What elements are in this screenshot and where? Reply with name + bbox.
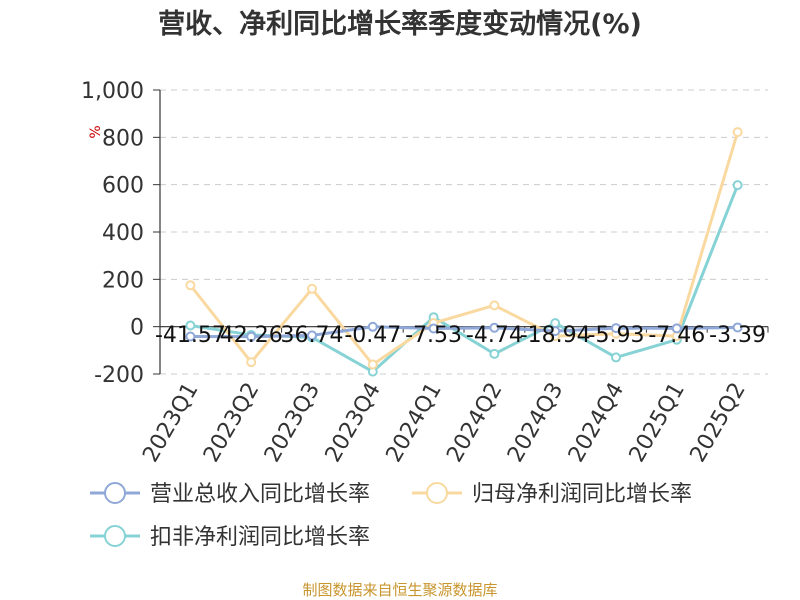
- chart-title: 营收、净利同比增长率季度变动情况(%): [158, 8, 642, 40]
- data-point: [611, 323, 621, 334]
- data-point: [185, 280, 196, 291]
- x-tick-label: 2024Q3: [503, 379, 568, 467]
- y-tick-label: 0: [130, 316, 144, 341]
- y-tick-label: 1,000: [81, 79, 144, 104]
- data-point: [307, 283, 317, 294]
- data-point: [185, 331, 196, 342]
- x-tick-label: 2024Q1: [381, 378, 446, 466]
- data-label: -18.94: [520, 323, 591, 348]
- data-point: [185, 320, 196, 331]
- x-tick-label: 2023Q1: [138, 379, 203, 467]
- y-axis-unit: %: [88, 125, 104, 138]
- data-point: [611, 352, 621, 363]
- data-point: [428, 323, 439, 334]
- series-line: [190, 325, 738, 339]
- legend-label: 归母净利润同比增长率: [472, 482, 692, 507]
- data-label: -7.53: [405, 323, 462, 348]
- data-point: [367, 359, 378, 370]
- data-label: 42.26: [220, 323, 283, 348]
- data-point: [307, 330, 317, 341]
- y-tick-label: 800: [102, 126, 144, 151]
- data-point: [246, 357, 257, 368]
- data-point: [489, 348, 500, 359]
- data-point: [489, 322, 500, 333]
- y-tick-labels: 1,000 800 600 400 200 0 -200: [81, 79, 144, 388]
- y-tick-label: -200: [94, 363, 144, 388]
- data-point: [489, 300, 500, 311]
- data-point: [732, 127, 743, 138]
- legend-label: 扣非净利润同比增长率: [150, 525, 370, 550]
- x-tick-label: 2023Q2: [199, 379, 264, 467]
- data-point: [732, 180, 743, 191]
- x-tick-label: 2023Q3: [260, 379, 325, 467]
- data-point: [246, 331, 257, 342]
- data-point: [671, 323, 682, 334]
- series-lines: [185, 127, 743, 377]
- legend-label: 营业总收入同比增长率: [150, 482, 370, 507]
- data-point: [367, 321, 378, 332]
- data-label: -0.47: [344, 323, 401, 348]
- x-tick-label: 2024Q2: [442, 379, 507, 467]
- source-footer: 制图数据来自恒生聚源数据库: [302, 581, 497, 599]
- x-tick-label: 2024Q4: [564, 379, 629, 467]
- y-tick-label: 200: [102, 268, 144, 293]
- data-label: -41.57: [155, 323, 226, 348]
- y-tick-label: 600: [102, 174, 144, 199]
- x-tick-label: 2025Q1: [625, 379, 690, 467]
- data-label: 36.74: [281, 323, 344, 348]
- data-label: -5.93: [588, 323, 645, 348]
- x-tick-label: 2023Q4: [321, 379, 386, 467]
- legend-swatch-marker: [104, 525, 126, 547]
- data-label: -3.39: [709, 323, 766, 348]
- data-label: -7.46: [648, 323, 705, 348]
- legend-swatch-marker: [104, 482, 126, 504]
- series-line: [189, 131, 740, 367]
- y-tick-label: 400: [102, 221, 144, 246]
- data-point: [550, 326, 561, 337]
- x-tick-labels: 2023Q12023Q22023Q32023Q42024Q12024Q22024…: [138, 378, 751, 466]
- data-point: [732, 322, 743, 333]
- data-label: -4.74: [466, 323, 523, 348]
- legend-swatch-marker: [426, 482, 448, 504]
- x-tick-label: 2025Q2: [685, 379, 750, 467]
